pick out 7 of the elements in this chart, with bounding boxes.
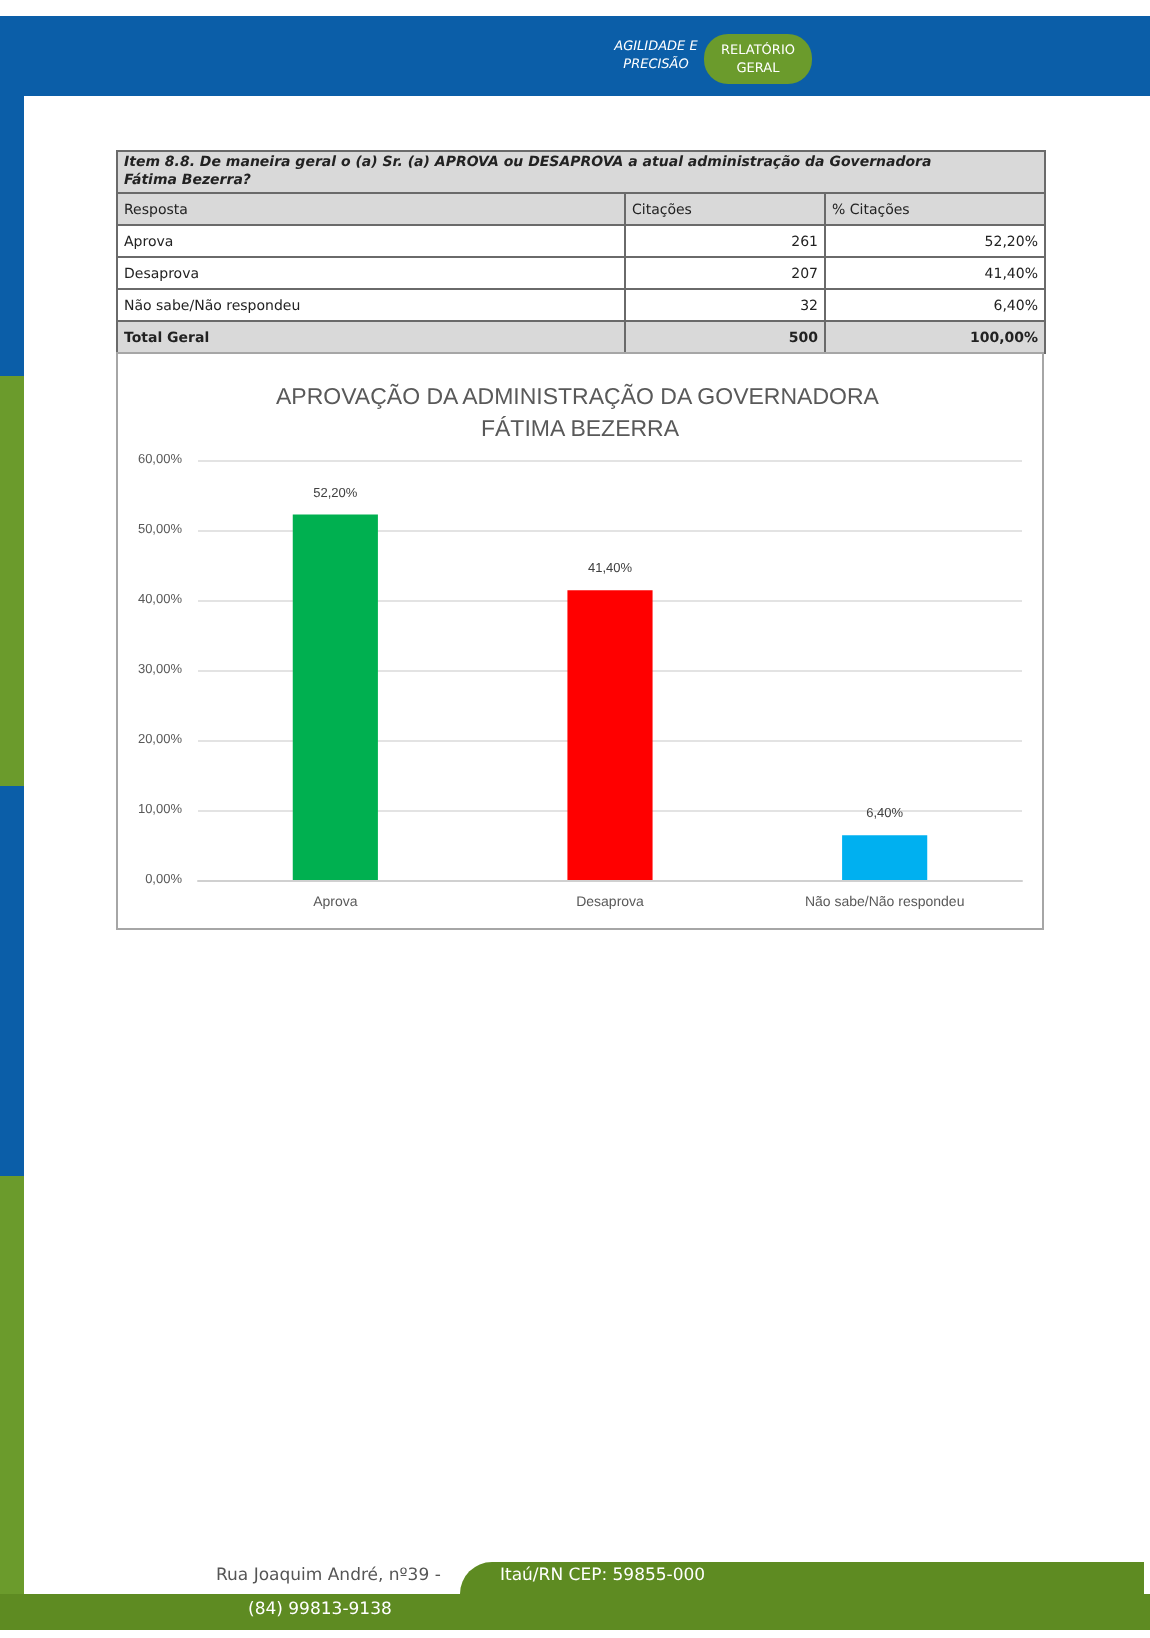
bar [567,590,653,880]
text: (84) 99813-9138 [248,1600,392,1620]
text: Rua Joaquim André, nº39 - [216,1566,441,1586]
bar [292,514,378,880]
bar [842,835,928,880]
text: Itaú/RN CEP: 59855-000 [500,1566,706,1586]
chart-title: APROVAÇÃO DA ADMINISTRAÇÃO DA GOVERNADORA FÁTIMA BEZERRA [276,382,884,442]
